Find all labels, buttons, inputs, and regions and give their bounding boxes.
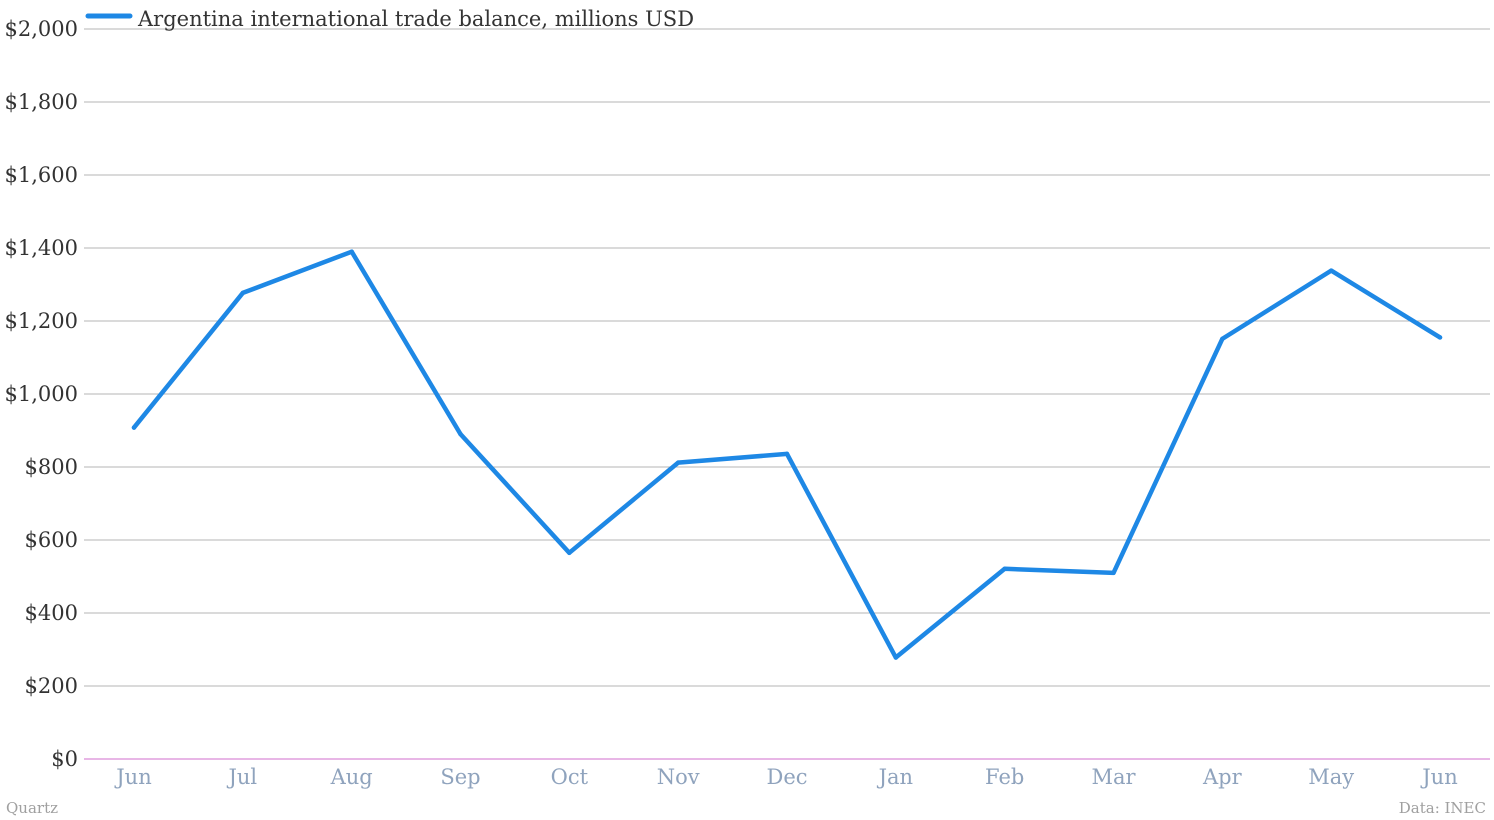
- y-tick-label: $1,200: [5, 309, 78, 333]
- x-tick-label: Aug: [330, 765, 373, 789]
- data-point: [1328, 268, 1334, 273]
- y-tick-label: $600: [25, 528, 78, 552]
- data-point: [893, 655, 899, 660]
- y-tick-label: $1,000: [5, 382, 78, 406]
- data-point: [675, 460, 681, 465]
- data-point: [240, 290, 246, 296]
- x-tick-label: Dec: [766, 765, 807, 789]
- data-point: [1437, 335, 1443, 340]
- x-tick-label: Jul: [226, 765, 257, 789]
- y-tick-label: $1,600: [5, 163, 78, 187]
- data-point: [1111, 570, 1116, 576]
- x-tick-label: Jun: [114, 765, 151, 789]
- x-tick-label: Mar: [1091, 765, 1136, 789]
- y-tick-label: $0: [51, 747, 78, 771]
- x-tick-label: Jan: [877, 765, 913, 789]
- footer-credit: Quartz: [6, 799, 58, 817]
- x-axis-ticks: Jun Jul Aug Sep Oct Nov Dec Jan Feb Mar Apr May Jun: [114, 765, 1457, 789]
- legend: Argentina international trade balance, m…: [85, 7, 694, 31]
- x-tick-label: May: [1308, 765, 1354, 789]
- y-tick-label: $800: [25, 455, 78, 479]
- x-tick-label: Apr: [1202, 765, 1243, 789]
- footer-source: Data: INEC: [1399, 799, 1486, 817]
- y-tick-label: $2,000: [5, 17, 78, 41]
- x-tick-label: Jun: [1420, 765, 1457, 789]
- x-tick-label: Sep: [440, 765, 480, 789]
- y-tick-label: $1,800: [5, 90, 78, 114]
- x-tick-label: Nov: [657, 765, 700, 789]
- x-tick-label: Oct: [551, 765, 589, 789]
- y-tick-label: $400: [25, 601, 78, 625]
- data-point: [458, 431, 463, 437]
- y-tick-label: $200: [25, 674, 78, 698]
- legend-label: Argentina international trade balance, m…: [137, 7, 694, 31]
- data-point: [131, 425, 137, 430]
- data-point: [567, 550, 572, 555]
- data-point: [1220, 336, 1225, 342]
- data-point: [1002, 566, 1007, 572]
- data-point: [784, 451, 790, 457]
- y-tick-label: $1,400: [5, 236, 78, 260]
- x-tick-label: Feb: [985, 765, 1024, 789]
- series-layer: [131, 249, 1443, 660]
- y-axis-ticks: $0 $200 $400 $600 $800 $1,000 $1,200 $1,400 $1,6…: [5, 17, 78, 771]
- gridlines: [84, 28, 1490, 760]
- data-point: [349, 249, 354, 254]
